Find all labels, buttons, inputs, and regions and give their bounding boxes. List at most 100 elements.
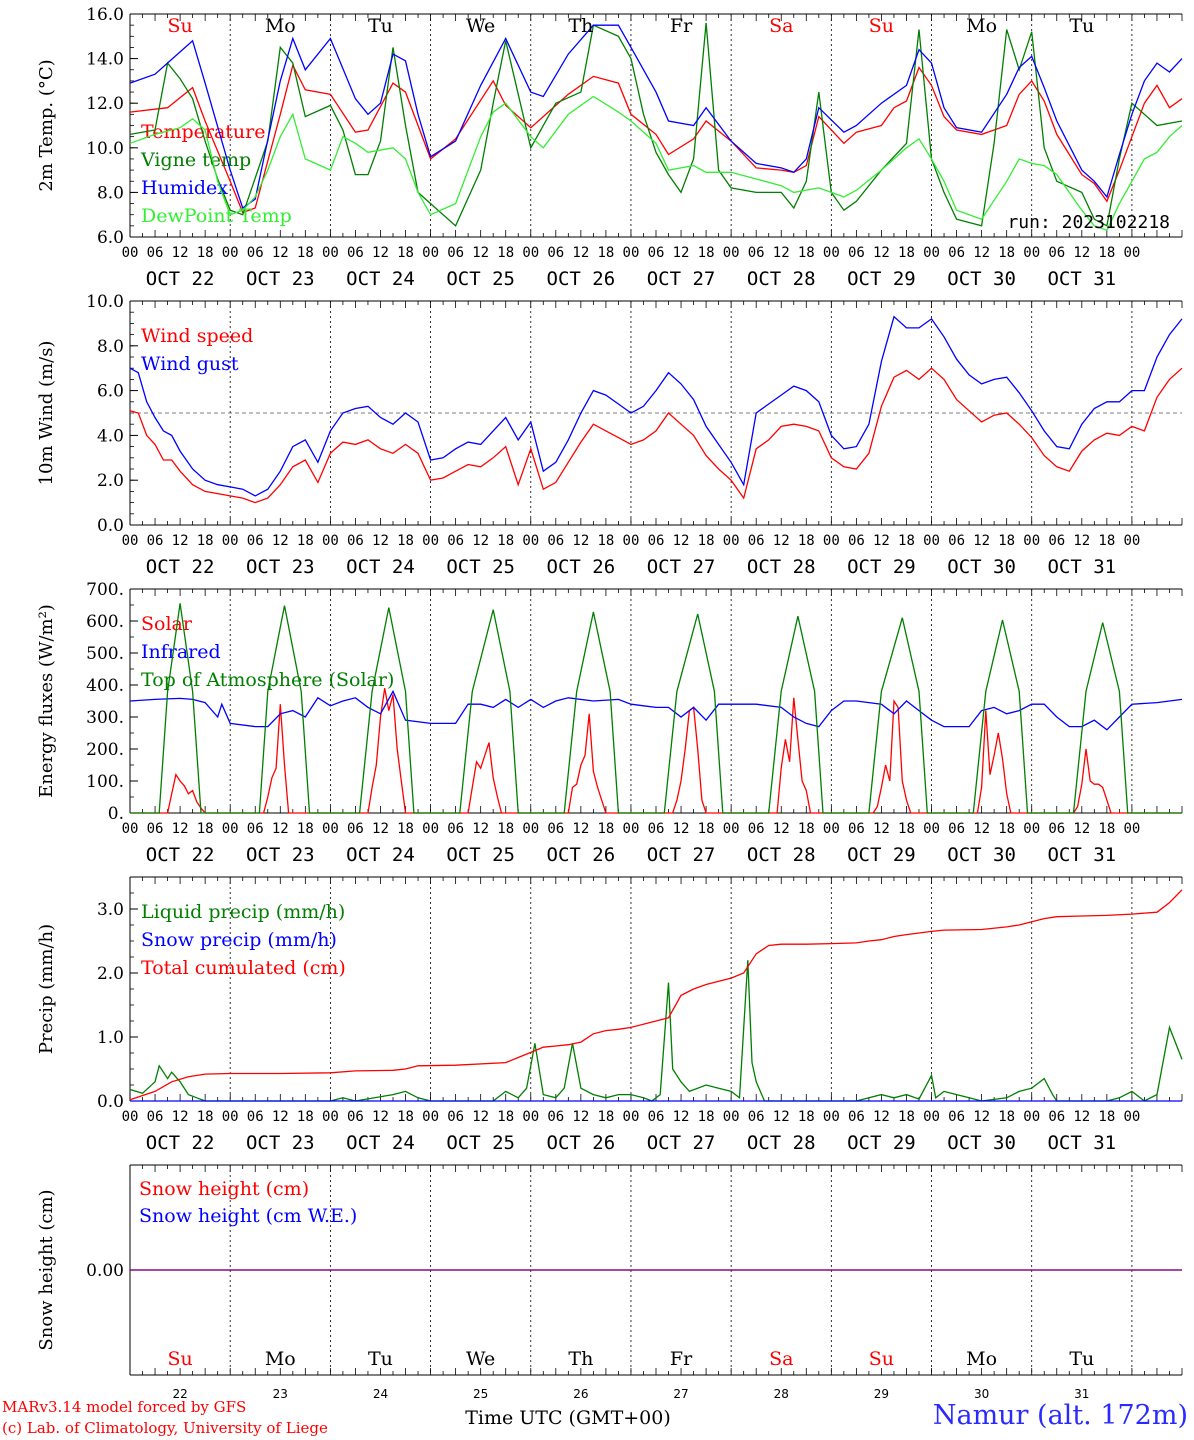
day-label: OCT 23 xyxy=(246,844,315,866)
y-tick-label: 400. xyxy=(86,676,124,696)
y-tick-label: 700. xyxy=(86,580,124,600)
day-label: OCT 25 xyxy=(446,844,515,866)
hour-tick-label: 00 xyxy=(623,1109,640,1125)
hour-tick-label: 00 xyxy=(122,533,139,549)
hour-tick-label: 00 xyxy=(1123,533,1140,549)
hour-tick-label: 06 xyxy=(147,821,164,837)
y-axis-label: Snow height (cm) xyxy=(36,1189,57,1350)
hour-tick-label: 18 xyxy=(798,821,815,837)
hour-tick-label: 06 xyxy=(547,245,564,261)
hour-tick-label: 06 xyxy=(648,1109,665,1125)
weekday-label: Fr xyxy=(670,15,693,37)
y-axis-label: Precip (mm/h) xyxy=(36,924,57,1054)
day-label: OCT 28 xyxy=(747,844,816,866)
day-number-label: 26 xyxy=(573,1387,588,1401)
hour-tick-label: 00 xyxy=(122,821,139,837)
day-label: OCT 27 xyxy=(647,844,716,866)
hour-tick-label: 06 xyxy=(748,1109,765,1125)
day-label: OCT 29 xyxy=(847,268,916,290)
weekday-label: Mo xyxy=(966,1348,997,1370)
hour-tick-label: 06 xyxy=(447,821,464,837)
day-label: OCT 31 xyxy=(1047,1132,1116,1154)
hour-tick-label: 12 xyxy=(773,821,790,837)
series-line-vigne-temp xyxy=(129,22,1183,227)
hour-tick-label: 12 xyxy=(673,821,690,837)
hour-tick-label: 06 xyxy=(648,533,665,549)
hour-tick-label: 06 xyxy=(848,821,865,837)
hour-tick-label: 12 xyxy=(272,533,289,549)
series-line-infrared xyxy=(129,689,1183,731)
hour-tick-label: 12 xyxy=(773,1109,790,1125)
series-line-total-cumulated-cm xyxy=(129,889,1183,1101)
hour-tick-label: 12 xyxy=(372,533,389,549)
hour-tick-label: 12 xyxy=(172,533,189,549)
hour-tick-label: 00 xyxy=(422,533,439,549)
hour-tick-label: 12 xyxy=(673,533,690,549)
hour-tick-label: 18 xyxy=(397,821,414,837)
weekday-label: Mo xyxy=(966,15,997,37)
hour-tick-label: 12 xyxy=(973,245,990,261)
day-label: OCT 30 xyxy=(947,1132,1016,1154)
hour-tick-label: 18 xyxy=(197,533,214,549)
y-tick-label: 10.0 xyxy=(86,292,124,312)
legend-entry: Solar xyxy=(141,613,193,635)
hour-tick-label: 00 xyxy=(222,821,239,837)
hour-tick-label: 12 xyxy=(873,1109,890,1125)
station-name: Namur (alt. 172m) xyxy=(932,1400,1188,1431)
y-tick-label: 1.0 xyxy=(97,1028,124,1048)
hour-tick-label: 00 xyxy=(322,245,339,261)
day-label: OCT 26 xyxy=(547,1132,616,1154)
hour-tick-label: 00 xyxy=(623,533,640,549)
y-tick-label: 12.0 xyxy=(86,94,124,114)
day-label: OCT 22 xyxy=(146,268,215,290)
hour-tick-label: 00 xyxy=(923,533,940,549)
series-line-top-of-atmosphere-solar xyxy=(130,603,1182,814)
hour-tick-label: 12 xyxy=(272,245,289,261)
hour-tick-label: 12 xyxy=(272,1109,289,1125)
hour-tick-label: 06 xyxy=(247,821,264,837)
model-credit: MARv3.14 model forced by GFS xyxy=(2,1398,247,1416)
y-tick-label: 200. xyxy=(86,740,124,760)
hour-tick-label: 18 xyxy=(898,533,915,549)
y-tick-label: 8.0 xyxy=(97,183,124,203)
legend-entry: Infrared xyxy=(141,641,221,663)
y-tick-label: 0. xyxy=(108,804,124,824)
hour-tick-label: 18 xyxy=(1098,821,1115,837)
hour-tick-label: 06 xyxy=(1048,821,1065,837)
day-label: OCT 25 xyxy=(446,268,515,290)
hour-tick-label: 18 xyxy=(998,821,1015,837)
hour-tick-label: 12 xyxy=(773,245,790,261)
hour-tick-label: 00 xyxy=(1123,821,1140,837)
hour-tick-label: 18 xyxy=(698,245,715,261)
hour-tick-label: 06 xyxy=(147,1109,164,1125)
y-tick-label: 2.0 xyxy=(97,964,124,984)
y-tick-label: 300. xyxy=(86,708,124,728)
hour-tick-label: 06 xyxy=(848,533,865,549)
day-label: OCT 30 xyxy=(947,268,1016,290)
hour-tick-label: 00 xyxy=(322,533,339,549)
hour-tick-label: 12 xyxy=(572,533,589,549)
hour-tick-label: 00 xyxy=(322,1109,339,1125)
day-label: OCT 26 xyxy=(547,556,616,578)
hour-tick-label: 18 xyxy=(798,1109,815,1125)
hour-tick-label: 18 xyxy=(297,1109,314,1125)
hour-tick-label: 00 xyxy=(723,245,740,261)
y-tick-label: 0.0 xyxy=(97,516,124,536)
hour-tick-label: 06 xyxy=(1048,533,1065,549)
hour-tick-label: 06 xyxy=(347,245,364,261)
hour-tick-label: 18 xyxy=(597,1109,614,1125)
hour-tick-label: 06 xyxy=(347,821,364,837)
hour-tick-label: 18 xyxy=(297,245,314,261)
hour-tick-label: 06 xyxy=(848,245,865,261)
legend-entry: Wind speed xyxy=(141,325,253,347)
hour-tick-label: 12 xyxy=(372,245,389,261)
hour-tick-label: 00 xyxy=(823,533,840,549)
weekday-label: Su xyxy=(869,1348,894,1370)
hour-tick-label: 12 xyxy=(673,1109,690,1125)
hour-tick-label: 06 xyxy=(648,821,665,837)
hour-tick-label: 18 xyxy=(197,821,214,837)
hour-tick-label: 18 xyxy=(798,533,815,549)
hour-tick-label: 12 xyxy=(873,245,890,261)
legend-entry: Total cumulated (cm) xyxy=(141,957,346,979)
day-label: OCT 22 xyxy=(146,844,215,866)
